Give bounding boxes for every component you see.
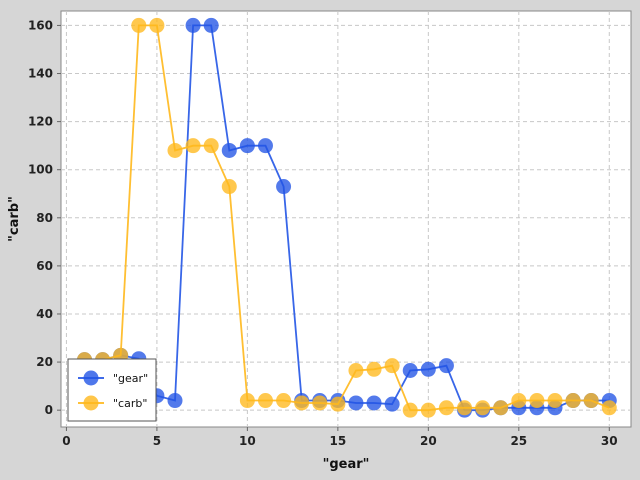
x-tick-label: 5 bbox=[153, 434, 161, 448]
data-point bbox=[402, 402, 418, 418]
data-point bbox=[348, 395, 364, 411]
data-point bbox=[583, 393, 599, 409]
data-point bbox=[384, 358, 400, 374]
data-point bbox=[221, 179, 237, 195]
data-point bbox=[239, 393, 255, 409]
x-tick-label: 30 bbox=[601, 434, 618, 448]
data-point bbox=[276, 393, 292, 409]
x-tick-label: 15 bbox=[330, 434, 347, 448]
y-tick-label: 120 bbox=[28, 115, 53, 129]
x-tick-label: 20 bbox=[420, 434, 437, 448]
y-tick-label: 20 bbox=[36, 355, 53, 369]
x-axis-title: "gear" bbox=[323, 457, 370, 472]
data-point bbox=[312, 395, 328, 411]
legend-marker bbox=[83, 370, 99, 386]
x-tick-label: 25 bbox=[510, 434, 527, 448]
data-point bbox=[167, 142, 183, 158]
data-point bbox=[384, 396, 400, 412]
x-axis-ticks: 0 5 10 15 20 25 30 bbox=[62, 427, 618, 448]
data-point bbox=[203, 138, 219, 154]
data-point bbox=[131, 17, 147, 33]
legend-label: "gear" bbox=[113, 372, 148, 385]
legend-label: "carb" bbox=[113, 397, 147, 410]
data-point bbox=[366, 395, 382, 411]
plot-area bbox=[60, 10, 632, 428]
data-point bbox=[511, 393, 527, 409]
data-point bbox=[601, 400, 617, 416]
data-point bbox=[185, 17, 201, 33]
data-point bbox=[276, 179, 292, 195]
data-point bbox=[239, 138, 255, 154]
data-point bbox=[348, 362, 364, 378]
data-point bbox=[257, 393, 273, 409]
data-point bbox=[402, 362, 418, 378]
y-tick-label: 160 bbox=[28, 18, 53, 32]
series-2 bbox=[77, 17, 617, 418]
data-point bbox=[457, 400, 473, 416]
data-point bbox=[221, 142, 237, 158]
x-tick-label: 0 bbox=[62, 434, 70, 448]
y-tick-label: 60 bbox=[36, 259, 53, 273]
data-point bbox=[547, 393, 563, 409]
y-tick-label: 40 bbox=[36, 307, 53, 321]
series-layer bbox=[77, 17, 617, 418]
data-point bbox=[438, 400, 454, 416]
legend-box bbox=[67, 358, 157, 422]
y-tick-label: 0 bbox=[45, 403, 53, 417]
y-axis-title: "carb" bbox=[7, 196, 22, 242]
legend-marker bbox=[83, 395, 99, 411]
data-point bbox=[257, 138, 273, 154]
data-point bbox=[294, 395, 310, 411]
data-point bbox=[493, 400, 509, 416]
legend: "gear" "carb" bbox=[67, 358, 157, 422]
data-point bbox=[565, 393, 581, 409]
data-point bbox=[438, 358, 454, 374]
data-point bbox=[475, 400, 491, 416]
data-point bbox=[330, 396, 346, 412]
data-point bbox=[366, 361, 382, 377]
data-point bbox=[420, 361, 436, 377]
y-tick-label: 80 bbox=[36, 211, 53, 225]
x-tick-label: 10 bbox=[239, 434, 256, 448]
data-point bbox=[167, 393, 183, 409]
data-point bbox=[203, 17, 219, 33]
y-tick-label: 100 bbox=[28, 163, 53, 177]
data-point bbox=[185, 138, 201, 154]
data-point bbox=[420, 402, 436, 418]
y-tick-label: 140 bbox=[28, 67, 53, 81]
y-axis-ticks: 0 20 40 60 80 100 120 140 160 bbox=[28, 18, 61, 417]
data-point bbox=[149, 17, 165, 33]
data-point bbox=[529, 393, 545, 409]
